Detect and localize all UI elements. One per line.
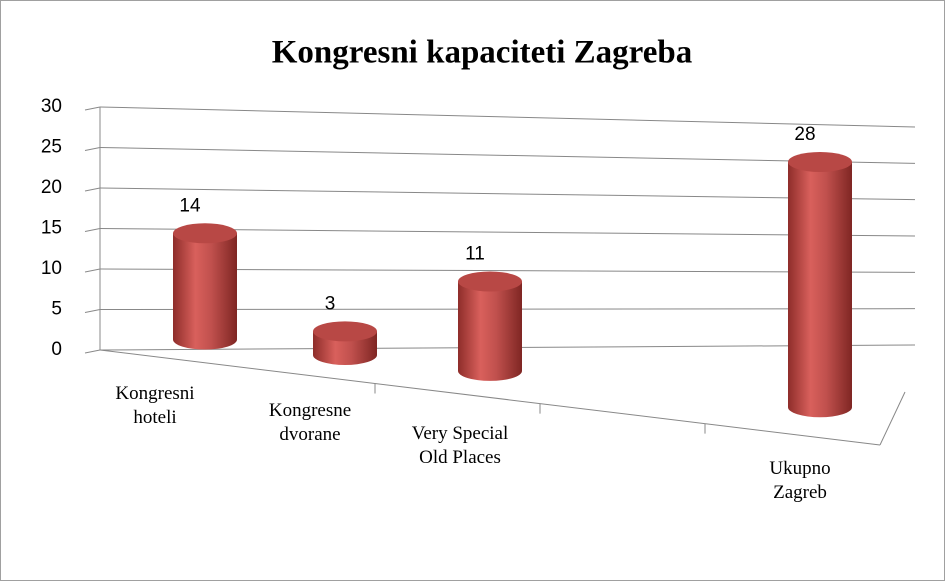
tick-mark [84,147,101,151]
x-tick-label: Ukupno Zagreb [769,458,830,503]
tick-mark [84,268,101,273]
floor-line [879,391,906,446]
tick-mark [84,228,101,232]
x-tick-label: Kongresni hoteli [115,383,194,428]
bar [788,151,852,418]
y-tick-label: 25 [41,137,62,158]
bar-body [458,281,522,381]
y-tick-label: 10 [41,258,62,279]
grid-line [99,106,916,128]
bar-body [788,161,852,418]
y-tick-label: 5 [51,299,62,320]
y-tick-label: 0 [51,339,62,360]
bar-top [458,271,522,292]
data-label: 11 [465,243,485,264]
x-tick-label: Kongresne dvorane [269,400,351,445]
y-tick-label: 15 [41,218,62,239]
y-tick-label: 20 [41,177,62,198]
data-label: 28 [794,124,815,145]
x-tick-label: Very Special Old Places [412,423,509,468]
bar-top [313,321,377,342]
bar [458,271,522,381]
tick-mark [84,309,101,313]
data-label: 14 [179,195,201,216]
chart-title: Kongresni kapaciteti Zagreba [272,35,692,71]
tick-mark [84,106,101,111]
bar-body [173,233,237,350]
tick-mark [84,187,101,192]
data-label: 3 [325,293,336,314]
bar-top [173,223,237,244]
grid-line [99,147,916,164]
grid-line [99,228,916,237]
tick-mark [84,349,101,354]
bar-top [788,151,852,172]
floor-line [99,349,881,446]
plot-area: 0 5 10 15 20 25 30 Kongresni hoteli Kongresne dvor… [41,96,916,503]
y-tick-label: 30 [41,96,62,117]
bar [313,321,377,365]
grid-line [99,187,916,201]
bar [173,223,237,350]
